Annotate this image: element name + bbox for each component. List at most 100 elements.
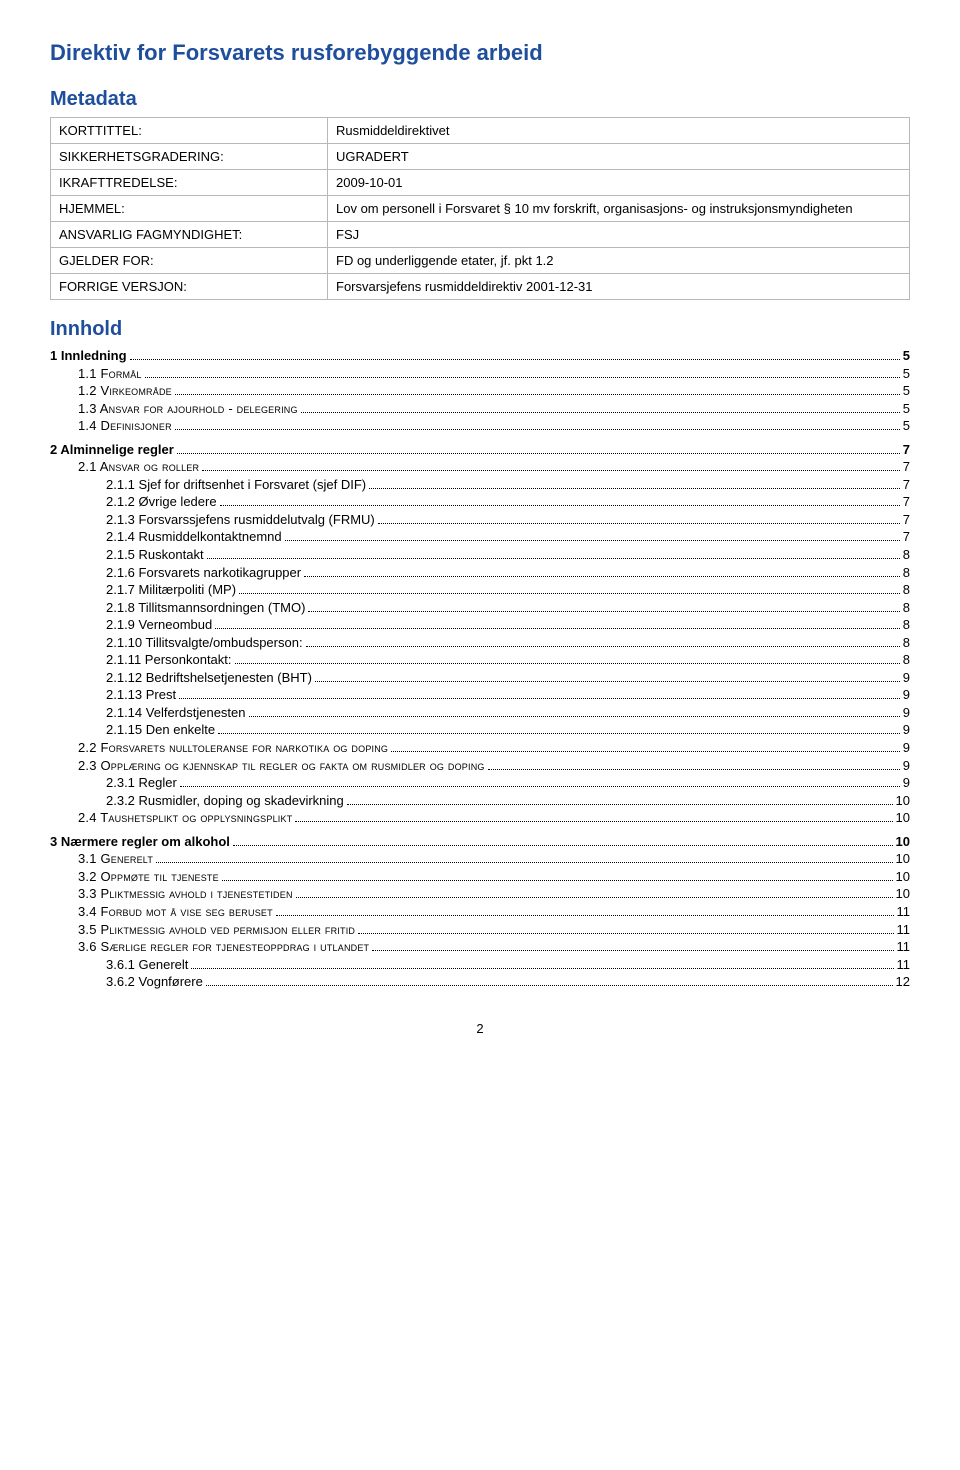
- metadata-row: SIKKERHETSGRADERING:UGRADERT: [51, 144, 910, 170]
- toc-entry-page: 9: [903, 757, 910, 775]
- toc-entry-page: 7: [903, 476, 910, 494]
- toc-entry[interactable]: 2.1.7 Militærpoliti (MP)8: [50, 581, 910, 599]
- metadata-label: SIKKERHETSGRADERING:: [51, 144, 328, 170]
- toc-entry[interactable]: 3.5 Pliktmessig avhold ved permisjon ell…: [50, 921, 910, 939]
- toc-entry-text: 2.1.2 Øvrige ledere: [106, 493, 217, 511]
- toc-leader-dots: [156, 862, 892, 863]
- toc-entry-text: 2.1.12 Bedriftshelsetjenesten (BHT): [106, 669, 312, 687]
- toc-entry[interactable]: 2.1.11 Personkontakt:8: [50, 651, 910, 669]
- toc-entry[interactable]: 2.1.4 Rusmiddelkontaktnemnd7: [50, 528, 910, 546]
- toc-entry-page: 9: [903, 739, 910, 757]
- toc-entry-text: 3.2 Oppmøte til tjeneste: [78, 868, 219, 886]
- toc-leader-dots: [296, 897, 893, 898]
- toc-entry[interactable]: 3.6.1 Generelt 11: [50, 956, 910, 974]
- toc-entry[interactable]: 2.1.1 Sjef for driftsenhet i Forsvaret (…: [50, 476, 910, 494]
- toc-leader-dots: [179, 698, 900, 699]
- metadata-row: FORRIGE VERSJON:Forsvarsjefens rusmiddel…: [51, 274, 910, 300]
- toc-entry[interactable]: 3.6.2 Vognførere12: [50, 973, 910, 991]
- toc-leader-dots: [308, 611, 899, 612]
- toc-entry-page: 7: [903, 493, 910, 511]
- metadata-value: FSJ: [328, 222, 910, 248]
- toc-leader-dots: [206, 985, 893, 986]
- toc-leader-dots: [180, 786, 900, 787]
- toc-entry-text: 2.1.10 Tillitsvalgte/ombudsperson:: [106, 634, 303, 652]
- toc-entry[interactable]: 2.1.8 Tillitsmannsordningen (TMO)8: [50, 599, 910, 617]
- toc-entry-page: 10: [896, 885, 910, 903]
- toc-entry-page: 10: [896, 850, 910, 868]
- metadata-label: FORRIGE VERSJON:: [51, 274, 328, 300]
- toc-entry-text: 2.1.11 Personkontakt:: [106, 651, 232, 669]
- toc-entry-page: 8: [903, 599, 910, 617]
- toc-leader-dots: [358, 933, 893, 934]
- toc-entry-text: 2.1 Ansvar og roller: [78, 458, 199, 476]
- toc-leader-dots: [175, 429, 900, 430]
- toc-leader-dots: [488, 769, 900, 770]
- toc-entry[interactable]: 2.1.5 Ruskontakt8: [50, 546, 910, 564]
- toc-entry[interactable]: 2.1.2 Øvrige ledere 7: [50, 493, 910, 511]
- contents-heading: Innhold: [50, 318, 910, 341]
- toc-entry-text: 3.5 Pliktmessig avhold ved permisjon ell…: [78, 921, 355, 939]
- toc-entry[interactable]: 3.1 Generelt 10: [50, 850, 910, 868]
- toc-entry[interactable]: 2.3 Opplæring og kjennskap til regler og…: [50, 757, 910, 775]
- toc-entry[interactable]: 2.1.13 Prest9: [50, 686, 910, 704]
- toc-entry-text: 1 Innledning: [50, 347, 127, 365]
- toc-entry[interactable]: 3.2 Oppmøte til tjeneste10: [50, 868, 910, 886]
- toc-entry-page: 10: [896, 833, 910, 851]
- toc-entry[interactable]: 3 Nærmere regler om alkohol10: [50, 833, 910, 851]
- toc-entry-page: 8: [903, 546, 910, 564]
- toc-entry[interactable]: 2.1.12 Bedriftshelsetjenesten (BHT)9: [50, 669, 910, 687]
- toc-entry[interactable]: 1.2 Virkeområde5: [50, 382, 910, 400]
- toc-entry-page: 7: [903, 528, 910, 546]
- toc-entry-page: 8: [903, 616, 910, 634]
- metadata-row: GJELDER FOR:FD og underliggende etater, …: [51, 248, 910, 274]
- toc-entry[interactable]: 2 Alminnelige regler7: [50, 441, 910, 459]
- toc-entry-page: 8: [903, 634, 910, 652]
- toc-entry-page: 11: [897, 956, 911, 974]
- toc-entry[interactable]: 3.6 Særlige regler for tjenesteoppdrag i…: [50, 938, 910, 956]
- toc-leader-dots: [304, 576, 900, 577]
- toc-entry-text: 1.3 Ansvar for ajourhold - delegering: [78, 400, 298, 418]
- toc-entry-page: 9: [903, 704, 910, 722]
- toc-entry-text: 1.4 Definisjoner: [78, 417, 172, 435]
- toc-entry[interactable]: 2.1 Ansvar og roller7: [50, 458, 910, 476]
- toc-entry-text: 1.2 Virkeområde: [78, 382, 172, 400]
- toc-entry[interactable]: 1.1 Formål5: [50, 365, 910, 383]
- toc-entry-text: 2.3.1 Regler: [106, 774, 177, 792]
- toc-entry[interactable]: 2.4 Taushetsplikt og opplysningsplikt10: [50, 809, 910, 827]
- toc-entry[interactable]: 2.3.1 Regler 9: [50, 774, 910, 792]
- toc-leader-dots: [295, 821, 892, 822]
- metadata-label: IKRAFTTREDELSE:: [51, 170, 328, 196]
- toc-entry-text: 3.6.2 Vognførere: [106, 973, 203, 991]
- toc-entry-text: 3.1 Generelt: [78, 850, 153, 868]
- toc-entry-text: 3.6 Særlige regler for tjenesteoppdrag i…: [78, 938, 369, 956]
- toc-leader-dots: [315, 681, 900, 682]
- toc-leader-dots: [207, 558, 900, 559]
- toc-entry-text: 2.1.15 Den enkelte: [106, 721, 215, 739]
- toc-entry-page: 5: [903, 400, 910, 418]
- toc-entry[interactable]: 2.1.10 Tillitsvalgte/ombudsperson: 8: [50, 634, 910, 652]
- toc-leader-dots: [202, 470, 900, 471]
- toc-entry-text: 1.1 Formål: [78, 365, 142, 383]
- toc-entry-page: 9: [903, 774, 910, 792]
- toc-leader-dots: [145, 377, 900, 378]
- metadata-label: KORTTITTEL:: [51, 118, 328, 144]
- toc-entry[interactable]: 2.1.15 Den enkelte9: [50, 721, 910, 739]
- toc-entry-text: 2.1.1 Sjef for driftsenhet i Forsvaret (…: [106, 476, 366, 494]
- toc-entry[interactable]: 3.4 Forbud mot å vise seg beruset11: [50, 903, 910, 921]
- toc-leader-dots: [222, 880, 893, 881]
- toc-entry-text: 3.6.1 Generelt: [106, 956, 188, 974]
- toc-entry[interactable]: 1.4 Definisjoner5: [50, 417, 910, 435]
- toc-entry[interactable]: 2.3.2 Rusmidler, doping og skadevirkning…: [50, 792, 910, 810]
- metadata-label: GJELDER FOR:: [51, 248, 328, 274]
- metadata-heading: Metadata: [50, 88, 910, 111]
- toc-entry[interactable]: 1 Innledning5: [50, 347, 910, 365]
- toc-entry[interactable]: 2.1.6 Forsvarets narkotikagrupper8: [50, 564, 910, 582]
- toc-entry[interactable]: 2.1.9 Verneombud8: [50, 616, 910, 634]
- toc-entry[interactable]: 2.1.3 Forsvarssjefens rusmiddelutvalg (F…: [50, 511, 910, 529]
- toc-entry-page: 8: [903, 581, 910, 599]
- toc-leader-dots: [175, 394, 900, 395]
- toc-entry[interactable]: 1.3 Ansvar for ajourhold - delegering 5: [50, 400, 910, 418]
- toc-entry[interactable]: 3.3 Pliktmessig avhold i tjenestetiden10: [50, 885, 910, 903]
- toc-entry[interactable]: 2.2 Forsvarets nulltoleranse for narkoti…: [50, 739, 910, 757]
- toc-entry[interactable]: 2.1.14 Velferdstjenesten9: [50, 704, 910, 722]
